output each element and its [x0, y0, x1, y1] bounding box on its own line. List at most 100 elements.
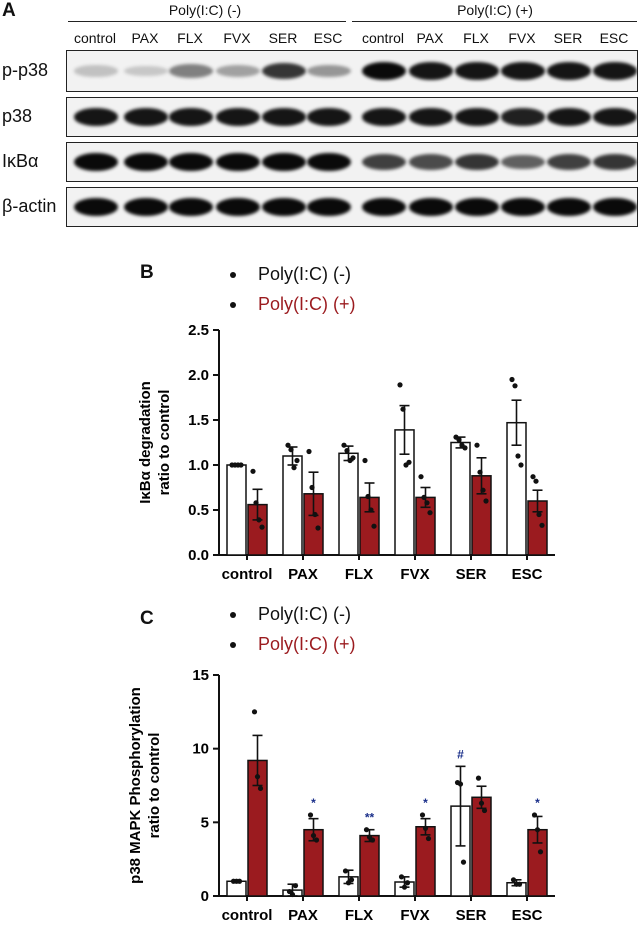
blot-row-label: p-p38: [2, 60, 49, 80]
data-point: [515, 453, 521, 459]
blot-band: [362, 108, 406, 126]
data-point: [460, 859, 467, 865]
x-tick-label: PAX: [288, 907, 318, 924]
data-point: [313, 837, 320, 843]
legend-b-pos-label: Poly(I:C) (+): [258, 294, 356, 314]
blot-band: [593, 198, 637, 216]
y-tick-label: 0: [201, 888, 209, 905]
data-point: [291, 465, 297, 471]
data-point: [418, 474, 424, 480]
legend-b-neg: Poly(I:C) (-): [230, 264, 351, 285]
data-point: [425, 835, 432, 842]
bar: [338, 452, 359, 556]
blot-band: [409, 198, 453, 216]
blot-lane-label: PAX: [131, 30, 159, 46]
blot-band: [169, 64, 213, 78]
data-point: [238, 462, 244, 468]
blot-lane-label: SER: [553, 30, 583, 46]
data-point: [474, 442, 480, 448]
blot-band: [74, 198, 118, 216]
bar: [415, 826, 436, 897]
bar: [450, 441, 471, 556]
x-tick-label: FVX: [400, 907, 429, 924]
blot-band: [124, 153, 168, 171]
blot-band: [74, 65, 118, 77]
data-point: [510, 877, 517, 883]
blot-lane-label: FVX: [223, 30, 251, 46]
legend-dot-icon: [230, 642, 236, 649]
data-point: [457, 781, 464, 787]
blot-band: [362, 198, 406, 216]
data-point: [533, 478, 539, 484]
significance-mark: *: [535, 796, 540, 810]
blot-row-label: p38: [2, 106, 33, 126]
x-tick-label: control: [222, 907, 273, 924]
data-point: [369, 837, 376, 843]
blot-band: [455, 153, 499, 171]
blot-band: [307, 108, 351, 126]
significance-mark: #: [457, 747, 464, 761]
data-point: [250, 468, 256, 474]
data-point: [539, 522, 545, 528]
blot-lane-label: FLX: [463, 30, 489, 46]
blot-band: [216, 108, 260, 126]
panel-a-letter: A: [2, 0, 16, 21]
data-point: [483, 498, 489, 504]
data-point: [397, 382, 403, 388]
x-tick-label: SER: [456, 907, 487, 924]
blot-band: [307, 153, 351, 171]
data-point: [534, 827, 541, 833]
blot-strip: [66, 187, 638, 227]
blot-strip: [66, 50, 638, 92]
x-tick-label: PAX: [288, 566, 318, 583]
y-tick-label: 2.5: [188, 322, 209, 339]
y-axis-label: ratio to control: [156, 390, 173, 496]
data-point: [363, 827, 370, 833]
data-point: [512, 383, 518, 389]
data-point: [537, 849, 544, 855]
blot-band: [307, 64, 351, 78]
legend-c-pos: Poly(I:C) (+): [230, 634, 356, 655]
data-point: [292, 883, 299, 889]
y-tick-label: 0.0: [188, 547, 209, 564]
y-tick-label: 15: [192, 667, 209, 684]
blot-band: [124, 198, 168, 216]
blot-band: [501, 198, 545, 216]
y-tick-label: 2.0: [188, 367, 209, 384]
data-point: [531, 812, 538, 818]
y-tick-label: 10: [192, 741, 209, 758]
blot-band: [262, 153, 306, 171]
panel-b-letter: B: [140, 262, 154, 283]
data-point: [362, 457, 368, 464]
data-point: [421, 494, 427, 500]
blot-group-pos-label: Poly(I:C) (+): [457, 2, 533, 18]
data-point: [285, 442, 291, 448]
data-point: [341, 442, 347, 448]
legend-b-pos: Poly(I:C) (+): [230, 294, 356, 315]
data-point: [368, 507, 374, 513]
blot-lane-label: SER: [268, 30, 298, 46]
significance-mark: *: [423, 796, 428, 810]
data-point: [306, 448, 312, 455]
bar: [282, 455, 303, 556]
blot-band: [169, 198, 213, 216]
data-point: [481, 807, 488, 814]
legend-dot-icon: [230, 272, 236, 279]
data-point: [288, 447, 294, 453]
data-point: [371, 523, 377, 529]
blot-lane-label: ESC: [313, 30, 343, 46]
data-point: [342, 868, 349, 874]
data-point: [424, 500, 430, 506]
data-point: [462, 445, 468, 451]
x-tick-label: FLX: [345, 566, 373, 583]
data-point: [257, 785, 264, 792]
blot-row-label: IκBα: [2, 151, 39, 171]
blot-band: [593, 153, 637, 171]
y-tick-label: 5: [201, 814, 209, 831]
blot-band: [262, 62, 306, 80]
blot-band: [409, 154, 453, 170]
blot-group-neg-line: [68, 21, 346, 22]
data-point: [256, 517, 262, 523]
blot-group-pos-line: [352, 21, 637, 22]
legend-c-neg: Poly(I:C) (-): [230, 604, 351, 625]
